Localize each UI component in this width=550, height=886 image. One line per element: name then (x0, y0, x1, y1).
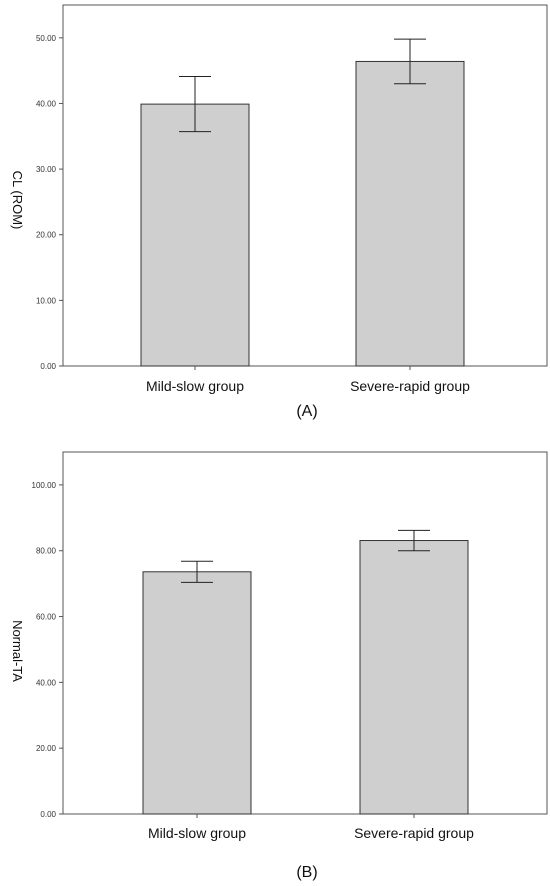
plot-frame (62, 451, 548, 815)
y-tick-label: 40.00 (36, 99, 57, 108)
chart-b: 0.00 20.00 40.00 60.00 80.00 100.00 Mild-slow … (10, 451, 548, 881)
y-axis-label: Normal-TA (10, 620, 25, 682)
x-category-label: Mild-slow group (148, 825, 246, 841)
plot-frame (62, 4, 548, 367)
y-tick-label: 20.00 (36, 231, 57, 240)
y-tick-label: 30.00 (36, 165, 57, 174)
y-tick-label: 50.00 (36, 34, 57, 43)
bar (142, 571, 252, 815)
y-tick-label: 100.00 (32, 481, 57, 490)
y-tick-label: 0.00 (40, 362, 56, 371)
chart-a: 0.00 10.00 20.00 30.00 40.00 50.00 Mild-slow g… (10, 4, 548, 420)
bar (140, 103, 250, 367)
panel-label: (A) (296, 403, 317, 420)
y-tick-label: 60.00 (36, 613, 57, 622)
panel-label: (B) (296, 864, 317, 881)
y-axis-label: CL (ROM) (10, 171, 25, 230)
y-tick-label: 80.00 (36, 547, 57, 556)
x-category-label: Mild-slow group (146, 378, 244, 394)
y-tick-label: 10.00 (36, 296, 57, 305)
y-tick-label: 40.00 (36, 678, 57, 687)
y-tick-label: 0.00 (40, 810, 56, 819)
bar (359, 540, 469, 815)
x-category-label: Severe-rapid group (350, 378, 470, 394)
x-category-label: Severe-rapid group (354, 825, 474, 841)
bar (355, 60, 465, 367)
y-tick-label: 20.00 (36, 744, 57, 753)
